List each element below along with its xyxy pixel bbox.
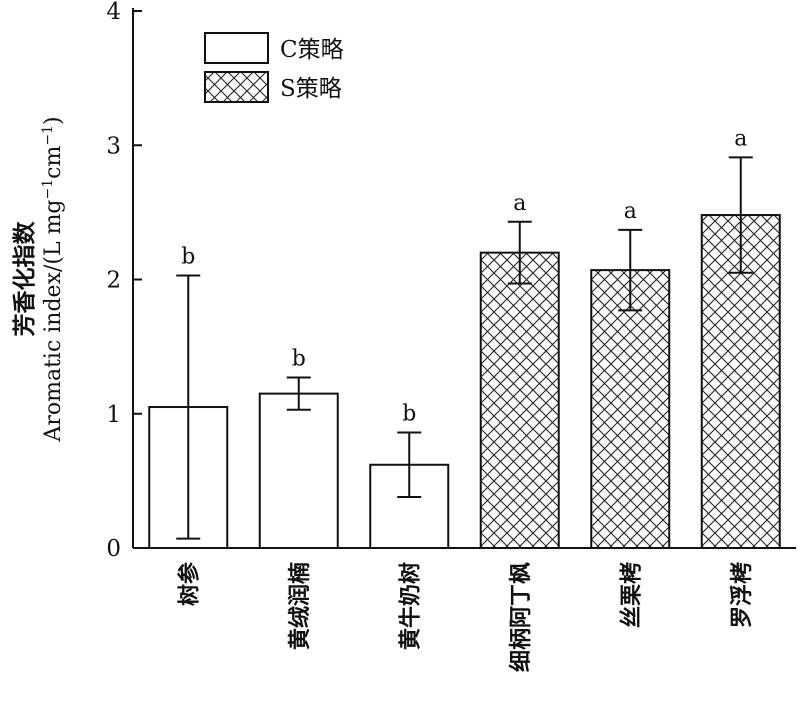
y-tick-label: 0 (106, 536, 121, 562)
significance-label-6: a (734, 126, 747, 151)
x-tick-labels-group: 树参 黄绒润楠 黄牛奶树 细柄阿丁枫 丝栗栲 罗浮栲 (176, 562, 755, 672)
legend-swatch (204, 32, 269, 64)
y-tick-label: 3 (106, 133, 121, 159)
significance-labels-group: b b b a a a (181, 126, 747, 426)
y-axis-label-cn: 芳香化指数 (11, 221, 38, 337)
significance-label-2: b (292, 347, 306, 372)
error-bar-1 (176, 274, 201, 540)
bar-4 (479, 251, 560, 549)
x-tick-label-1: 树参 (176, 562, 202, 606)
y-tick-label: 4 (106, 0, 121, 25)
significance-label-3: b (402, 402, 416, 427)
error-bar-2 (286, 376, 311, 411)
x-tick-label-3: 黄牛奶树 (397, 562, 423, 650)
y-tick-label: 2 (106, 268, 121, 294)
x-tick-label-5: 丝栗栲 (618, 562, 644, 628)
bars-group (148, 214, 781, 550)
legend-label: C策略 (280, 37, 344, 63)
bar-5 (590, 269, 671, 549)
error-bar-3 (397, 431, 422, 498)
significance-label-1: b (181, 244, 195, 269)
y-axis: 0 1 2 3 4 (106, 0, 142, 562)
significance-label-5: a (624, 199, 637, 224)
bar-2 (258, 392, 339, 549)
significance-label-4: a (513, 191, 526, 216)
legend-swatch (204, 71, 269, 103)
legend-item-2: S策略 (204, 71, 342, 103)
legend: C策略 S策略 (204, 32, 344, 103)
legend-item-1: C策略 (204, 32, 344, 64)
error-bar-5 (618, 228, 643, 312)
error-bars-group (176, 156, 753, 540)
x-tick-label-2: 黄绒润楠 (287, 562, 313, 650)
error-bar-6 (728, 156, 753, 274)
error-bar-4 (507, 220, 532, 285)
x-tick-label-4: 细柄阿丁枫 (508, 562, 534, 672)
x-tick-label-6: 罗浮栲 (729, 562, 755, 628)
y-tick-label: 1 (106, 402, 121, 428)
y-axis-label: 芳香化指数 Aromatic index/(L mg−1cm−1) (11, 116, 66, 442)
legend-label: S策略 (280, 76, 342, 102)
y-axis-label-en: Aromatic index/(L mg−1cm−1) (40, 116, 66, 442)
